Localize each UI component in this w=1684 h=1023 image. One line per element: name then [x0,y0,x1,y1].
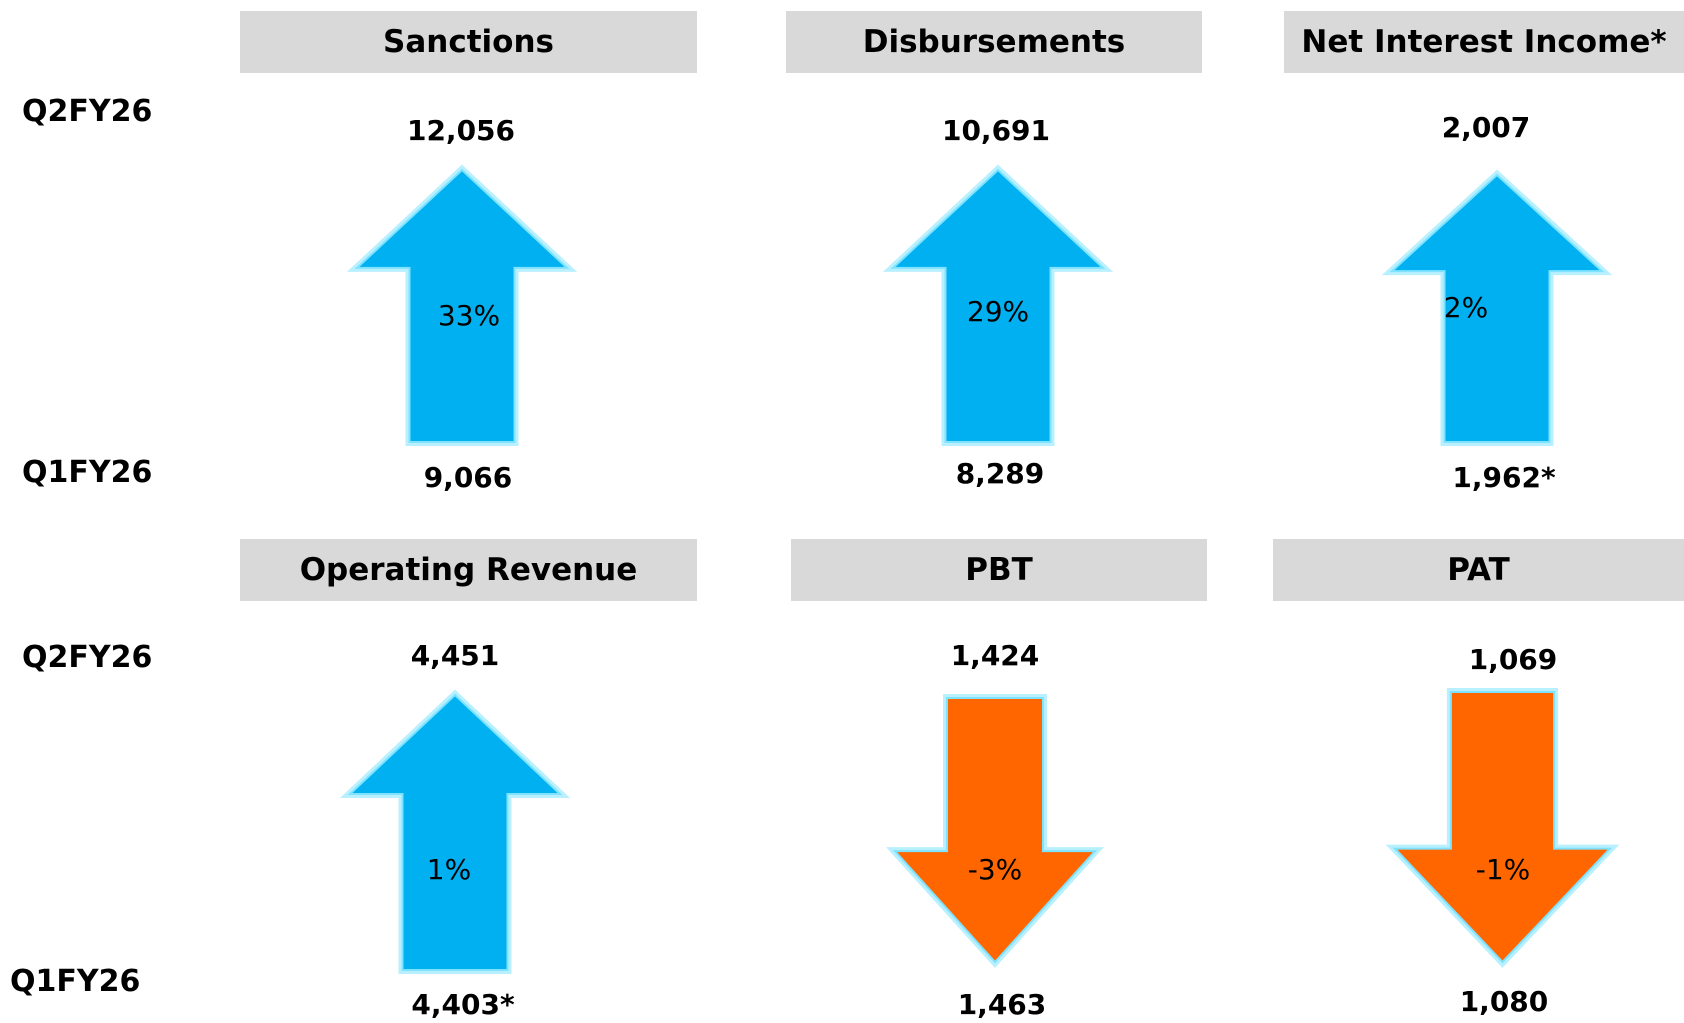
current-value: 12,056 [406,114,516,147]
row-label-current: Q2FY26 [22,94,153,129]
previous-value: 4,403* [411,988,515,1021]
arrow-up-icon [882,164,1114,446]
previous-value: 8,289 [955,457,1045,490]
previous-value: 1,962* [1452,461,1556,494]
arrow-up-icon [1381,169,1613,446]
row-label-current: Q2FY26 [22,640,153,675]
row-label-previous: Q1FY26 [10,964,141,999]
current-value: 1,069 [1468,643,1558,676]
current-value: 1,424 [950,639,1040,672]
change-percent: 29% [966,295,1030,328]
metric-header: PBT [791,539,1207,601]
change-percent: -1% [1475,853,1531,886]
change-percent: 2% [1443,291,1489,324]
current-value: 2,007 [1441,111,1531,144]
current-value: 4,451 [410,639,500,672]
metric-header: Disbursements [786,11,1202,73]
metric-header: Sanctions [240,11,697,73]
change-percent: 33% [437,299,501,332]
row-label-previous: Q1FY26 [22,455,153,490]
change-percent: -3% [967,853,1023,886]
previous-value: 1,080 [1459,985,1549,1018]
previous-value: 1,463 [957,988,1047,1021]
arrow-up-icon [339,689,571,974]
metric-header: PAT [1273,539,1684,601]
metric-header: Net Interest Income* [1284,11,1684,73]
arrow-down-icon [1385,688,1620,968]
change-percent: 1% [426,853,472,886]
arrow-down-icon [886,694,1104,968]
current-value: 10,691 [941,114,1051,147]
arrow-up-icon [346,164,578,446]
previous-value: 9,066 [423,461,513,494]
metric-header: Operating Revenue [240,539,697,601]
